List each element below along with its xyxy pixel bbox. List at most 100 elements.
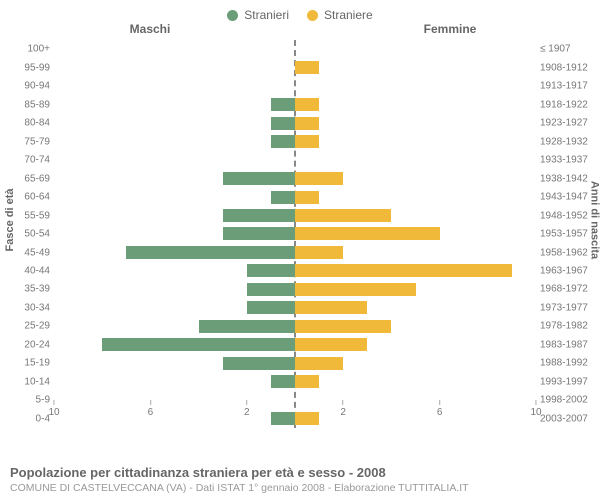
bar-female bbox=[295, 246, 343, 259]
birth-year-label: 1978-1982 bbox=[540, 321, 598, 332]
pyramid-row: 85-891918-1922 bbox=[54, 95, 536, 113]
bar-female bbox=[295, 320, 391, 333]
column-header-female: Femmine bbox=[300, 22, 600, 36]
pyramid-row: 35-391968-1972 bbox=[54, 280, 536, 298]
pyramid-row: 95-991908-1912 bbox=[54, 58, 536, 76]
pyramid-row: 55-591948-1952 bbox=[54, 206, 536, 224]
bar-female bbox=[295, 375, 319, 388]
bar-female bbox=[295, 61, 319, 74]
bar-female bbox=[295, 301, 367, 314]
age-label: 55-59 bbox=[2, 210, 50, 221]
bar-male bbox=[271, 375, 295, 388]
age-label: 95-99 bbox=[2, 62, 50, 73]
pyramid-row: 20-241983-1987 bbox=[54, 336, 536, 354]
age-label: 35-39 bbox=[2, 284, 50, 295]
legend-swatch-male bbox=[227, 10, 238, 21]
legend: Stranieri Straniere bbox=[0, 0, 600, 22]
pyramid-row: 80-841923-1927 bbox=[54, 114, 536, 132]
age-label: 5-9 bbox=[2, 395, 50, 406]
birth-year-label: 1913-1917 bbox=[540, 81, 598, 92]
birth-year-label: 1998-2002 bbox=[540, 395, 598, 406]
bar-female bbox=[295, 227, 440, 240]
pyramid-row: 30-341973-1977 bbox=[54, 299, 536, 317]
age-label: 80-84 bbox=[2, 118, 50, 129]
bar-male bbox=[223, 172, 295, 185]
birth-year-label: 1948-1952 bbox=[540, 210, 598, 221]
bar-female bbox=[295, 209, 391, 222]
bar-female bbox=[295, 172, 343, 185]
age-label: 25-29 bbox=[2, 321, 50, 332]
chart-container: Stranieri Straniere Maschi Femmine Fasce… bbox=[0, 0, 600, 500]
age-label: 20-24 bbox=[2, 339, 50, 350]
pyramid-row: 10-141993-1997 bbox=[54, 373, 536, 391]
legend-label-male: Stranieri bbox=[244, 8, 289, 22]
age-label: 85-89 bbox=[2, 99, 50, 110]
bar-male bbox=[271, 117, 295, 130]
pyramid-row: 65-691938-1942 bbox=[54, 169, 536, 187]
x-tick: 2 bbox=[340, 400, 346, 418]
pyramid-row: 45-491958-1962 bbox=[54, 243, 536, 261]
x-tick: 2 bbox=[244, 400, 250, 418]
age-label: 0-4 bbox=[2, 413, 50, 424]
bar-female bbox=[295, 283, 416, 296]
age-label: 70-74 bbox=[2, 155, 50, 166]
birth-year-label: 1983-1987 bbox=[540, 339, 598, 350]
pyramid-row: 100+≤ 1907 bbox=[54, 40, 536, 58]
age-label: 65-69 bbox=[2, 173, 50, 184]
bar-male bbox=[271, 191, 295, 204]
birth-year-label: 1993-1997 bbox=[540, 376, 598, 387]
column-header-male: Maschi bbox=[0, 22, 300, 36]
bar-female bbox=[295, 357, 343, 370]
age-label: 100+ bbox=[2, 44, 50, 55]
bar-female bbox=[295, 338, 367, 351]
x-tick: 10 bbox=[530, 400, 541, 418]
age-label: 50-54 bbox=[2, 229, 50, 240]
pyramid-row: 25-291978-1982 bbox=[54, 317, 536, 335]
age-label: 15-19 bbox=[2, 358, 50, 369]
bar-male bbox=[247, 283, 295, 296]
legend-label-female: Straniere bbox=[324, 8, 373, 22]
legend-item-female: Straniere bbox=[307, 8, 373, 22]
bar-female bbox=[295, 191, 319, 204]
bar-female bbox=[295, 117, 319, 130]
age-label: 90-94 bbox=[2, 81, 50, 92]
x-tick: 6 bbox=[148, 400, 154, 418]
age-label: 30-34 bbox=[2, 302, 50, 313]
bar-male bbox=[271, 98, 295, 111]
birth-year-label: 1943-1947 bbox=[540, 192, 598, 203]
bar-male bbox=[126, 246, 295, 259]
x-tick: 10 bbox=[48, 400, 59, 418]
x-axis: 10622610 bbox=[54, 400, 536, 416]
birth-year-label: 1938-1942 bbox=[540, 173, 598, 184]
birth-year-label: 1963-1967 bbox=[540, 265, 598, 276]
bar-male bbox=[271, 135, 295, 148]
age-label: 40-44 bbox=[2, 265, 50, 276]
birth-year-label: 1933-1937 bbox=[540, 155, 598, 166]
bar-male bbox=[247, 264, 295, 277]
pyramid-row: 90-941913-1917 bbox=[54, 77, 536, 95]
birth-year-label: 1953-1957 bbox=[540, 229, 598, 240]
plot-area: 100+≤ 190795-991908-191290-941913-191785… bbox=[54, 40, 536, 428]
chart-title: Popolazione per cittadinanza straniera p… bbox=[10, 465, 590, 480]
bar-female bbox=[295, 98, 319, 111]
pyramid-row: 60-641943-1947 bbox=[54, 188, 536, 206]
birth-year-label: 1918-1922 bbox=[540, 99, 598, 110]
birth-year-label: 1988-1992 bbox=[540, 358, 598, 369]
chart-subtitle: COMUNE DI CASTELVECCANA (VA) - Dati ISTA… bbox=[10, 482, 590, 494]
bar-male bbox=[223, 209, 295, 222]
birth-year-label: 1928-1932 bbox=[540, 136, 598, 147]
bar-male bbox=[247, 301, 295, 314]
x-tick: 6 bbox=[437, 400, 443, 418]
pyramid-row: 40-441963-1967 bbox=[54, 262, 536, 280]
pyramid-row: 15-191988-1992 bbox=[54, 354, 536, 372]
birth-year-label: 1968-1972 bbox=[540, 284, 598, 295]
pyramid-row: 50-541953-1957 bbox=[54, 225, 536, 243]
age-label: 75-79 bbox=[2, 136, 50, 147]
bar-male bbox=[102, 338, 295, 351]
age-label: 60-64 bbox=[2, 192, 50, 203]
pyramid-row: 75-791928-1932 bbox=[54, 132, 536, 150]
column-headers: Maschi Femmine bbox=[0, 22, 600, 40]
bar-male bbox=[223, 227, 295, 240]
age-label: 10-14 bbox=[2, 376, 50, 387]
birth-year-label: ≤ 1907 bbox=[540, 44, 598, 55]
